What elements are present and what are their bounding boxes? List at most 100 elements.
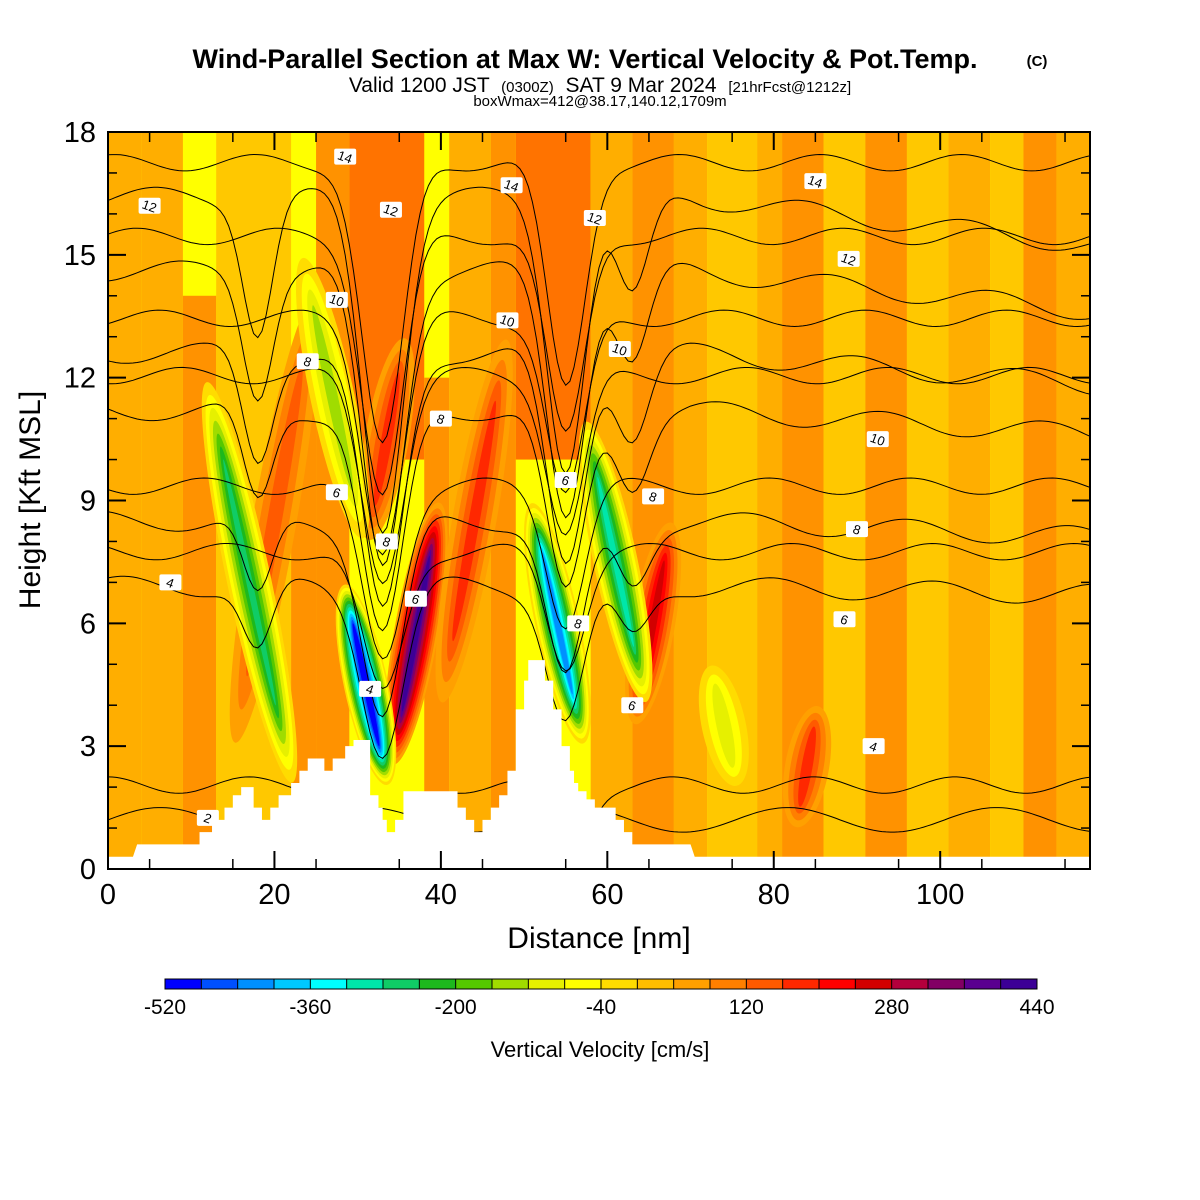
subtitle-utc-time: (0300Z): [501, 79, 554, 96]
contour-label-text: 12: [585, 209, 604, 228]
contour-label: 8: [567, 615, 590, 633]
colorbar-tick-label: 120: [729, 996, 764, 1019]
colorbar-tick-label: 440: [1019, 996, 1054, 1019]
contour-label-box: [833, 611, 856, 628]
y-tick-label: 6: [80, 608, 96, 640]
colorbar-swatch: [310, 979, 348, 989]
colorbar-swatch: [964, 979, 1002, 989]
velocity-band: [865, 132, 907, 869]
terrain: [108, 660, 1090, 869]
contour-label-box: [325, 484, 348, 501]
contour-label-text: 10: [868, 430, 887, 449]
colorbar-swatch: [673, 979, 711, 989]
contour-label-text: 14: [502, 176, 521, 195]
colorbar-swatch: [710, 979, 747, 989]
contour-label-text: 8: [572, 616, 584, 633]
x-tick-label: 60: [591, 879, 623, 911]
contour-label-text: 6: [560, 472, 572, 489]
theta-contour-12: [108, 260, 1090, 567]
contour-label: 14: [804, 172, 827, 191]
contour-label: 12: [379, 201, 402, 220]
contour-label-box: [567, 615, 590, 632]
contour-label-text: 12: [839, 250, 858, 269]
contour-label-box: [862, 738, 885, 755]
subtitle-valid-time: Valid 1200 JST: [349, 74, 490, 97]
colorbar-swatch: [564, 979, 602, 989]
y-tick-label: 18: [64, 117, 96, 149]
theta-contour-6: [108, 511, 1090, 718]
downdraft-core: [597, 476, 634, 647]
axis-ticks: 0 20 40 60 80 100 0 3 6 9 12 15 18: [64, 117, 1090, 911]
contour-label-box: [325, 291, 348, 308]
contour-label-box: [159, 574, 182, 591]
contour-label: 12: [138, 197, 161, 216]
velocity-band: [906, 132, 949, 869]
colorbar-swatch: [419, 979, 457, 989]
y-tick-label: 9: [80, 486, 96, 518]
x-tick-label: 0: [100, 879, 116, 911]
contour-label-box: [496, 312, 519, 329]
chart-subtitle-box: boxWmax=412@38.17,140.12,1709m: [473, 93, 726, 110]
theta-contour-4: [108, 575, 1090, 760]
contour-label: 8: [845, 521, 868, 538]
colorbar-swatch: [492, 979, 529, 989]
colorbar-swatch: [165, 979, 202, 989]
contour-label-text: 12: [381, 201, 400, 220]
contour-label-box: [334, 148, 357, 165]
x-axis-title: Distance [nm]: [507, 922, 690, 955]
theta-contour-14: [108, 186, 1090, 535]
contour-label-text: 6: [626, 697, 638, 714]
colorbar-swatch: [819, 979, 856, 989]
contour-label: 4: [359, 680, 382, 698]
contour-label: 2: [196, 809, 219, 827]
theta-contour-8: [108, 401, 1090, 632]
contour-label-text: 8: [302, 353, 314, 370]
contour-label-text: 14: [806, 172, 825, 191]
contour-label-box: [500, 177, 523, 194]
contour-label-text: 6: [331, 484, 343, 501]
colorbar-swatch: [455, 979, 493, 989]
theta-contour-minor: [108, 309, 1090, 556]
contour-label-text: 8: [851, 521, 863, 538]
contour-label-box: [583, 209, 606, 226]
contour-label-box: [866, 431, 889, 448]
theta-contour-minor: [108, 366, 1090, 585]
x-tick-label: 100: [916, 879, 964, 911]
copyright-mark: (C): [1027, 53, 1048, 70]
vertical-velocity-field: [108, 132, 1090, 869]
colorbar-tick-label: 280: [874, 996, 909, 1019]
y-axis-title: Height [Kft MSL]: [14, 391, 47, 609]
contour-label: 10: [325, 291, 348, 310]
contour-label-box: [429, 410, 452, 427]
colorbar-swatch: [782, 979, 820, 989]
contour-label-box: [837, 250, 860, 267]
colorbar-tick-label: -200: [435, 996, 477, 1019]
contour-label: 10: [496, 311, 519, 330]
y-tick-label: 0: [80, 854, 96, 886]
contour-label: 4: [159, 574, 182, 591]
x-tick-label: 80: [758, 879, 790, 911]
colorbar-swatch: [274, 979, 311, 989]
colorbar-swatch: [928, 979, 965, 989]
colorbar-swatch: [601, 979, 638, 989]
velocity-band: [990, 132, 1024, 869]
colorbar-swatch: [237, 979, 275, 989]
colorbar-swatch: [746, 979, 784, 989]
downdraft-core: [312, 305, 354, 492]
contour-label-box: [621, 697, 644, 714]
contour-label-box: [608, 341, 631, 358]
contour-label: 4: [862, 738, 885, 755]
colorbar-tick-label: -360: [289, 996, 331, 1019]
contour-label-box: [379, 201, 402, 218]
contour-label: 6: [554, 472, 577, 489]
velocity-band: [182, 295, 217, 869]
contour-label-box: [359, 680, 382, 697]
colorbar-title: Vertical Velocity [cm/s]: [491, 1037, 710, 1062]
velocity-band: [673, 132, 708, 869]
contour-label: 10: [608, 340, 631, 359]
y-tick-label: 3: [80, 731, 96, 763]
contour-label-text: 4: [867, 738, 879, 755]
contour-label-box: [138, 197, 161, 214]
velocity-band: [948, 132, 991, 869]
